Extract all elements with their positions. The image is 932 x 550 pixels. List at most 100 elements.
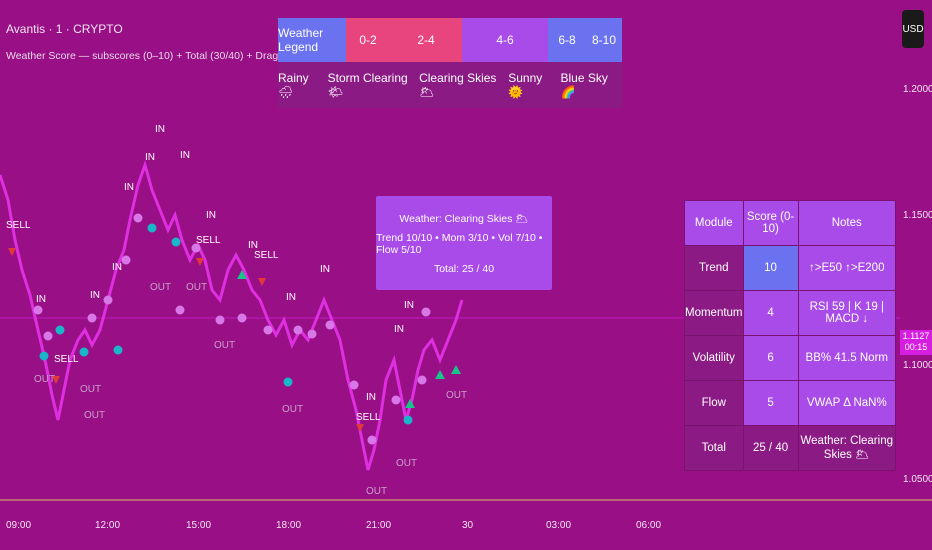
legend-items-row: Rainy 🌧 Storm Clearing 🌤 Clearing Skies … [278,62,622,108]
in-signal-dot [349,380,359,390]
out-signal-dot [79,347,89,357]
in-signal-label: IN [394,324,404,335]
in-signal-dot [103,295,113,305]
in-signal-label: IN [90,290,100,301]
row-module: Momentum [684,290,744,336]
in-signal-label: IN [124,182,134,193]
legend-item-blue-sky: Blue Sky 🌈 [560,71,608,99]
in-signal-dot [421,307,431,317]
time-label: 12:00 [95,520,121,531]
in-signal-dot [263,325,273,335]
sell-triangle-icon [356,424,364,432]
weather-legend[interactable]: Weather Legend 0-2 2-4 4-6 6-8 8-10 Rain… [278,18,622,108]
in-signal-dot [175,305,185,315]
weather-badge[interactable]: Weather: Clearing Skies 🌥 Trend 10/10 • … [376,196,552,290]
in-signal-dot [33,305,43,315]
in-signal-dot [367,435,377,445]
legend-range-1: 2-4 [390,18,462,62]
legend-item-storm-clearing: Storm Clearing 🌤 [327,71,408,99]
price-label: 1.2000 [903,84,932,95]
in-signal-dot [391,395,401,405]
out-signal-label: OUT [150,282,171,293]
row-module: Flow [684,380,744,426]
table-row: Flow 5 VWAP Δ NaN% [684,380,897,426]
in-signal-label: IN [366,392,376,403]
legend-range-3: 6-8 [548,18,586,62]
legend-title: Weather Legend [278,18,346,62]
row-score: 5 [742,380,799,426]
sell-triangle-icon [196,258,204,266]
currency-button[interactable]: USD [902,10,924,48]
in-signal-dot [43,331,53,341]
legend-range-0: 0-2 [346,18,390,62]
table-row: Momentum 4 RSI 59 | K 19 | MACD ↓ [684,290,897,336]
price-label: 1.0500 [903,474,932,485]
in-signal-label: IN [180,150,190,161]
buy-triangle-icon [405,399,415,408]
time-label: 09:00 [6,520,32,531]
bar-countdown: 00:15 [904,342,928,352]
time-label: 30 [462,520,474,531]
table-row: Volatility 6 BB% 41.5 Norm [684,335,897,381]
price-label: 1.1000 [903,360,932,371]
in-signal-label: IN [206,210,216,221]
sell-triangle-icon [52,376,60,384]
table-total-row: Total 25 / 40 Weather: Clearing Skies 🌥 [684,425,897,471]
row-note: ↑>E50 ↑>E200 [797,245,897,291]
out-signal-dot [171,237,181,247]
time-label: 21:00 [366,520,392,531]
out-signal-label: OUT [282,404,303,415]
current-price-tag: 1.1127 00:15 [900,330,932,355]
out-signal-dot [39,351,49,361]
row-module: Trend [684,245,744,291]
row-note: VWAP Δ NaN% [797,380,897,426]
in-signal-label: IN [155,124,165,135]
in-signal-label: IN [320,264,330,275]
time-label: 03:00 [546,520,572,531]
buy-triangle-icon [435,370,445,379]
out-signal-dot [113,345,123,355]
out-signal-dot [55,325,65,335]
row-module: Volatility [684,335,744,381]
header-score: Score (0-10) [742,200,799,246]
in-signal-dot [133,213,143,223]
current-price-value: 1.1127 [902,331,930,341]
out-signal-dot [147,223,157,233]
legend-ranges-row: Weather Legend 0-2 2-4 4-6 6-8 8-10 [278,18,622,62]
badge-title: Weather: Clearing Skies 🌥 [399,212,529,225]
sell-signal-label: SELL [254,250,279,261]
row-score: 4 [742,290,799,336]
out-signal-label: OUT [34,374,55,385]
in-signal-label: IN [112,262,122,273]
in-signal-label: IN [404,300,414,311]
in-signal-dot [87,313,97,323]
total-score: 25 / 40 [742,425,799,471]
sell-signal-label: SELL [356,412,381,423]
out-signal-dot [403,415,413,425]
header-notes: Notes [797,200,897,246]
badge-subscores: Trend 10/10 • Mom 3/10 • Vol 7/10 • Flow… [376,231,543,256]
out-signal-label: OUT [186,282,207,293]
in-signal-dot [325,320,335,330]
out-signal-label: OUT [396,458,417,469]
row-score: 10 [742,245,799,291]
out-signal-label: OUT [214,340,235,351]
row-note: RSI 59 | K 19 | MACD ↓ [797,290,897,336]
table-row: Trend 10 ↑>E50 ↑>E200 [684,245,897,291]
legend-item-clearing-skies: Clearing Skies 🌥 [419,71,497,99]
sell-triangle-icon [8,248,16,256]
sell-triangle-icon [258,278,266,286]
total-note: Weather: Clearing Skies 🌥 [797,425,897,471]
sell-signal-label: SELL [54,354,79,365]
legend-range-2: 4-6 [462,18,548,62]
time-label: 15:00 [186,520,212,531]
in-signal-label: IN [248,240,258,251]
in-signal-dot [191,243,201,253]
in-signal-dot [121,255,131,265]
legend-item-sunny: Sunny 🌞 [508,71,543,99]
row-score: 6 [742,335,799,381]
out-signal-label: OUT [446,390,467,401]
score-table-header: Module Score (0-10) Notes [684,200,897,246]
out-signal-label: OUT [366,486,387,497]
